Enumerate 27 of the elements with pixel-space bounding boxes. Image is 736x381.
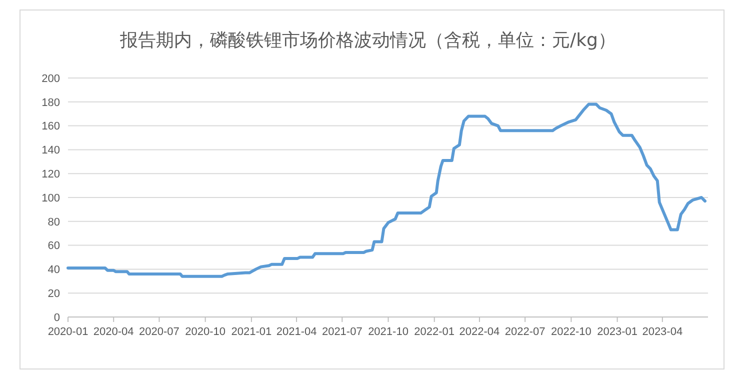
line-series (66, 102, 706, 278)
x-tick-label: 2021-07 (322, 326, 362, 338)
x-tick-label: 2020-10 (185, 326, 226, 338)
x-tick-label: 2023-04 (642, 326, 683, 338)
x-tick-label: 2021-04 (276, 326, 317, 338)
y-tick-label: 140 (42, 144, 60, 157)
x-tick-label: 2022-07 (504, 326, 546, 338)
y-tick-label: 40 (48, 264, 60, 276)
x-tick-label: 2020-07 (139, 326, 180, 338)
x-tick-label: 2023-01 (597, 326, 638, 338)
y-tick-label: 200 (42, 72, 60, 85)
y-tick-label: 80 (48, 216, 60, 228)
x-tick-label: 2022-01 (414, 326, 455, 338)
y-tick-label: 20 (48, 288, 60, 300)
chart-title: 报告期内，磷酸铁锂市场价格波动情况（含税，单位：元/kg） (119, 30, 616, 51)
x-tick-label: 2020-01 (48, 326, 88, 338)
x-tick-label: 2021-01 (231, 326, 272, 338)
y-tick-label: 160 (42, 120, 60, 133)
y-tick-label: 100 (42, 192, 60, 204)
x-tick-label: 2021-10 (368, 326, 408, 338)
y-tick-label: 60 (48, 240, 60, 252)
y-tick-label: 180 (42, 96, 60, 109)
y-tick-label: 0 (54, 312, 60, 324)
y-tick-label: 120 (42, 168, 60, 180)
x-tick-label: 2020-04 (93, 326, 134, 338)
x-tick-label: 2022-04 (459, 326, 500, 338)
x-tick-label: 2022-10 (550, 326, 592, 338)
